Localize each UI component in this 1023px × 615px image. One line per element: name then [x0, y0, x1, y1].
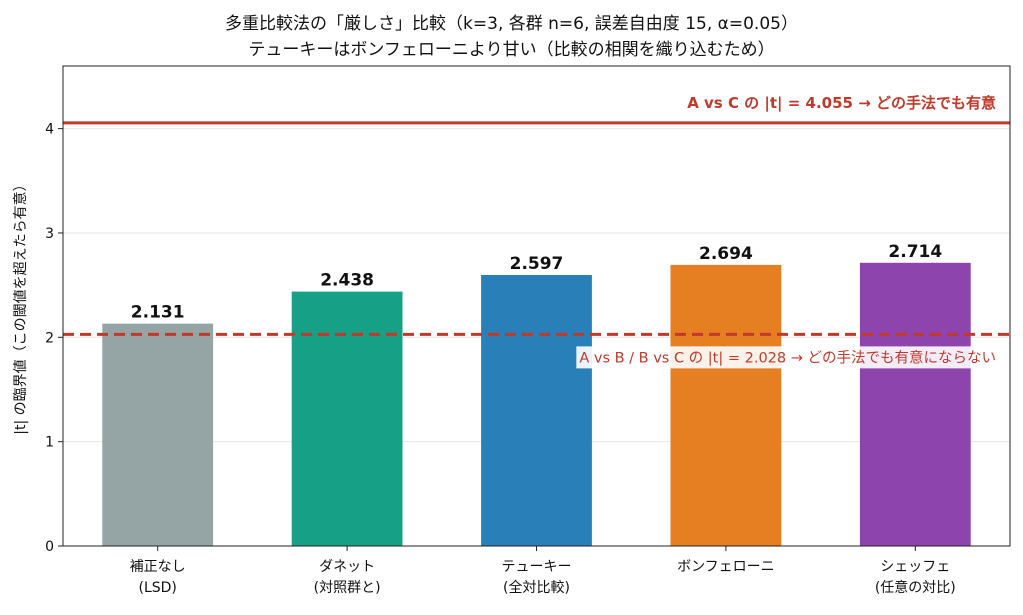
y-tick-label-4: 4 [45, 122, 54, 138]
y-axis-ticks: 0 1 2 3 4 [45, 122, 63, 555]
y-axis-label: |t| の臨界値（この閾値を超えたら有意） [12, 177, 29, 434]
bar-value-label-1: 2.438 [320, 271, 374, 291]
reference-lines: A vs C の |t| = 4.055 → どの手法でも有意 A vs B / … [63, 94, 1010, 369]
chart-title-line-2: テューキーはボンフェローニより甘い（比較の相関を織り込むため） [248, 40, 774, 60]
reference-line-label-background-1 [576, 346, 999, 369]
bar-4 [859, 262, 971, 546]
bar-value-label-4: 2.714 [888, 242, 942, 262]
y-tick-label-0: 0 [45, 539, 54, 555]
reference-line-label-1: A vs B / B vs C の |t| = 2.028 → どの手法でも有意… [579, 348, 996, 366]
x-tick-label-2-0: テューキー [502, 559, 572, 575]
x-axis-ticks: 補正なし (LSD) ダネット (対照群と) テューキー (全対比較) ボンフェローニ シェッ… [130, 546, 956, 596]
y-tick-label-3: 3 [45, 226, 54, 242]
bar-value-label-0: 2.131 [131, 303, 185, 323]
bar-value-label-3: 2.694 [699, 244, 753, 264]
x-tick-label-4-1: (任意の対比) [875, 579, 956, 596]
chart-title-line-1: 多重比較法の「厳しさ」比較（k=3, 各群 n=6, 誤差自由度 15, α=0… [225, 14, 798, 34]
bar-2 [481, 275, 592, 546]
bar-3 [670, 264, 782, 546]
x-tick-label-4-0: シェッフェ [880, 559, 950, 575]
x-tick-label-3-0: ボンフェローニ [677, 559, 775, 575]
bar-value-label-2: 2.597 [510, 254, 564, 274]
x-tick-label-0-1: (LSD) [139, 580, 177, 596]
reference-line-label-0: A vs C の |t| = 4.055 → どの手法でも有意 [687, 94, 996, 113]
x-tick-label-0-0: 補正なし [130, 559, 186, 575]
x-tick-label-2-1: (全対比較) [503, 579, 570, 596]
bar-1 [291, 291, 403, 546]
value-labels: 2.131 2.438 2.597 2.694 2.714 [131, 242, 943, 323]
x-tick-label-1-0: ダネット [319, 559, 375, 575]
y-tick-label-2: 2 [45, 330, 54, 346]
bar-0 [102, 323, 214, 546]
x-tick-label-1-1: (対照群と) [314, 580, 381, 596]
y-tick-label-1: 1 [45, 435, 54, 451]
